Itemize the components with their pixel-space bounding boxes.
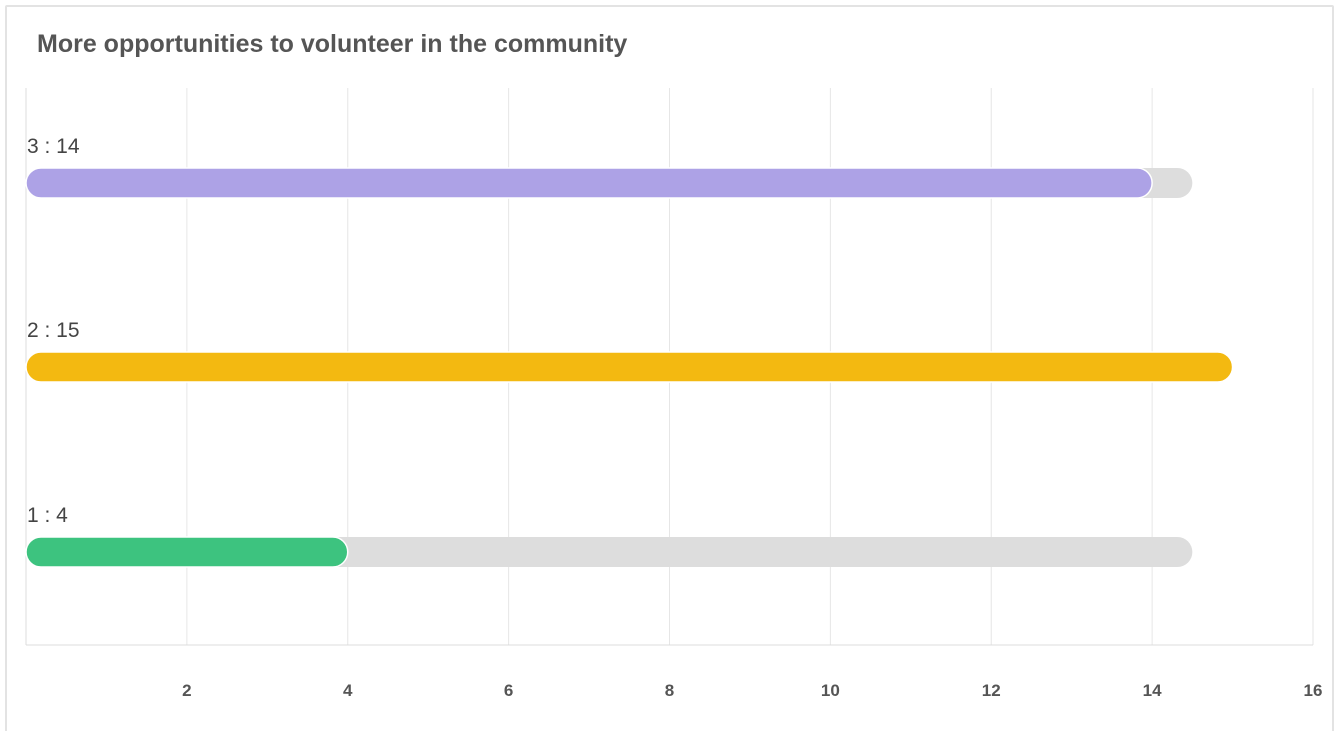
bar	[25, 351, 1234, 383]
x-tick-label: 2	[182, 681, 191, 700]
bar	[25, 536, 349, 568]
bar-label: 2 : 15	[27, 319, 80, 342]
x-tick-label: 6	[504, 681, 513, 700]
x-tick-label: 10	[821, 681, 840, 700]
chart-title: More opportunities to volunteer in the c…	[37, 30, 628, 58]
x-tick-label: 4	[343, 681, 353, 700]
x-tick-label: 12	[982, 681, 1001, 700]
x-tick-label: 14	[1143, 681, 1162, 700]
bar-label: 1 : 4	[27, 504, 68, 527]
bar-label: 3 : 14	[27, 135, 80, 158]
x-tick-label: 16	[1304, 681, 1323, 700]
x-tick-label: 8	[665, 681, 674, 700]
bar	[25, 167, 1153, 199]
